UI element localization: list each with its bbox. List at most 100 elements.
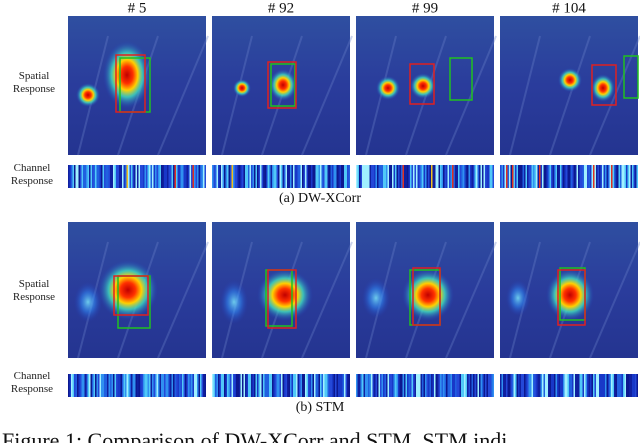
channel-bar (479, 165, 481, 188)
channel-bar (485, 374, 487, 397)
channel-bar (621, 374, 623, 397)
channel-bar (168, 165, 170, 188)
channel-bar (156, 374, 158, 397)
channel-bar (110, 374, 112, 397)
channel-bar (93, 165, 95, 188)
channel-bar (74, 374, 76, 397)
heat-spot (376, 76, 400, 100)
channel-bar (600, 165, 602, 188)
channel-bar (191, 165, 193, 188)
channel-bar (474, 374, 476, 397)
channel-bar (324, 165, 326, 188)
channel-bar (96, 165, 98, 188)
channel-bar (297, 374, 299, 397)
channel-bar (243, 374, 245, 397)
channel-bar (279, 374, 281, 397)
channel-bar (198, 165, 200, 188)
channel-bar (624, 165, 626, 188)
channel-bar (119, 165, 121, 188)
channel-bar (491, 165, 493, 188)
pred-box (412, 267, 441, 326)
channel-bar (185, 165, 187, 188)
channel-bar (218, 374, 220, 397)
channel-bar (186, 165, 188, 188)
channel-bar (320, 165, 322, 188)
channel-bar (212, 374, 214, 397)
channel-bar (143, 374, 145, 397)
channel-bar (500, 165, 502, 188)
channel-bar (603, 165, 605, 188)
channel-bar (416, 165, 418, 188)
channel-bar (621, 165, 623, 188)
channel-bar (309, 165, 311, 188)
channel-bar (347, 165, 349, 188)
channel-bar (146, 374, 148, 397)
channel-bar (594, 165, 596, 188)
channel-bar (405, 165, 407, 188)
channel-bar (462, 165, 464, 188)
channel-bar (399, 165, 401, 188)
channel-bar (537, 165, 539, 188)
pred-box (267, 61, 297, 109)
channel-bar (483, 374, 485, 397)
channel-bar (137, 374, 139, 397)
channel-bar (396, 165, 398, 188)
channel-bar (579, 374, 581, 397)
channel-bar (432, 165, 434, 188)
channel-bar (104, 165, 106, 188)
channel-bar (632, 165, 634, 188)
channel-bar (116, 374, 118, 397)
channel-bar (224, 374, 226, 397)
channel-bar (366, 165, 368, 188)
channel-bar (596, 165, 598, 188)
channel-bar (534, 374, 536, 397)
channel-bar (360, 374, 362, 397)
channel-bar (567, 374, 569, 397)
channel-bar (435, 374, 437, 397)
row-label: Channel Response (10, 162, 54, 187)
channel-bar (411, 374, 413, 397)
channel-bar (371, 374, 373, 397)
channel-bar (92, 374, 94, 397)
channel-bar (128, 165, 130, 188)
channel-bar (477, 165, 479, 188)
channel-bar (263, 165, 265, 188)
channel-bar (149, 374, 151, 397)
channel-bar (557, 165, 559, 188)
channel-bar (282, 374, 284, 397)
channel-bar (533, 165, 535, 188)
channel-bar (90, 165, 92, 188)
channel-bar (68, 165, 70, 188)
frame-label: # 92 (268, 0, 294, 16)
channel-bar (486, 374, 488, 397)
channel-bar (636, 165, 638, 188)
channel-bar (107, 165, 109, 188)
channel-bar (531, 165, 533, 188)
channel-bar (576, 165, 578, 188)
channel-bar (450, 165, 452, 188)
channel-bar (528, 374, 530, 397)
channel-bar (578, 165, 580, 188)
channel-bar (164, 374, 166, 397)
channel-bar (239, 165, 241, 188)
channel-bar (575, 374, 577, 397)
channel-bar (188, 374, 190, 397)
channel-bar (599, 165, 601, 188)
channel-bar (465, 374, 467, 397)
channel-bar (434, 374, 436, 397)
channel-bar (275, 165, 277, 188)
channel-bar (588, 374, 590, 397)
channel-bar (410, 374, 412, 397)
channel-bar (530, 374, 532, 397)
channel-bar (155, 165, 157, 188)
channel-bar (152, 165, 154, 188)
channel-bar (122, 374, 124, 397)
channel-bar (419, 374, 421, 397)
channel-bar (306, 374, 308, 397)
channel-bar (341, 374, 343, 397)
channel-bar (306, 165, 308, 188)
channel-bar (186, 374, 188, 397)
channel-bar (551, 374, 553, 397)
channel-bar (402, 165, 404, 188)
channel-bar (114, 165, 116, 188)
